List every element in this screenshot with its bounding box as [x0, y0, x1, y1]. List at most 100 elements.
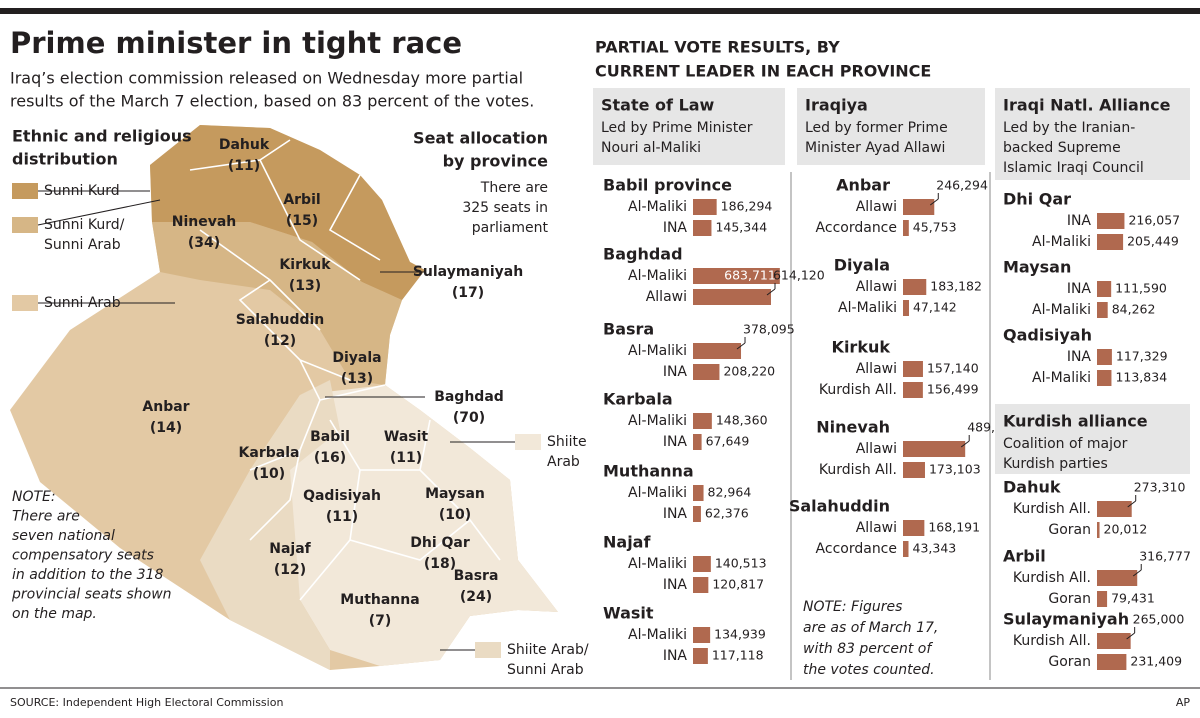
province-name: Baghdad: [434, 389, 504, 405]
value-label: 20,012: [1104, 522, 1148, 537]
group-header: [995, 88, 1190, 180]
province-seats: (70): [453, 410, 485, 426]
row-label: INA: [663, 434, 688, 450]
map-heading: distribution: [12, 150, 118, 169]
row-label: Al-Maliki: [628, 627, 687, 643]
province-heading: Basra: [603, 320, 654, 339]
province-heading: Anbar: [836, 176, 890, 195]
province-name: Maysan: [425, 486, 485, 502]
value-label: 113,834: [1115, 370, 1167, 385]
bar: [693, 648, 708, 664]
row-label: Goran: [1048, 522, 1091, 538]
legend-swatch: [12, 217, 38, 233]
row-label: Kurdish All.: [1013, 501, 1091, 517]
group-name: Iraqiya: [805, 96, 868, 115]
value-label: 614,120: [773, 268, 825, 283]
bar: [1097, 522, 1100, 538]
group-leader: Led by the Iranian-: [1003, 120, 1135, 136]
province-heading: Qadisiyah: [1003, 326, 1092, 345]
group-leader: Minister Ayad Allawi: [805, 140, 945, 156]
value-label: 145,344: [715, 220, 767, 235]
province-name: Basra: [454, 568, 499, 584]
row-label: INA: [663, 364, 688, 380]
province-seats: (13): [289, 278, 321, 294]
bar: [903, 279, 927, 295]
leader-line: [37, 199, 161, 226]
value-label: 157,140: [927, 361, 979, 376]
map-footnote: compensatory seats: [12, 548, 154, 564]
row-label: INA: [663, 506, 688, 522]
map-heading: by province: [443, 152, 549, 171]
province-name: Salahuddin: [236, 312, 325, 328]
province-name: Sulaymaniyah: [413, 264, 523, 280]
value-label: 79,431: [1111, 591, 1155, 606]
row-label: Goran: [1048, 591, 1091, 607]
results-note: the votes counted.: [803, 662, 935, 678]
map-footnote: in addition to the 318: [12, 567, 163, 583]
province-seats: (16): [314, 450, 346, 466]
map-kurd-arab: [152, 222, 402, 385]
value-label: 173,103: [929, 462, 981, 477]
row-label: INA: [663, 648, 688, 664]
legend-swatch: [475, 642, 501, 658]
province-heading: Babil province: [603, 176, 732, 195]
bar: [693, 268, 780, 284]
legend-label: Sunni Kurd/: [44, 217, 125, 233]
province-seats: (10): [439, 507, 471, 523]
value-label: 183,182: [930, 279, 982, 294]
province-heading: Salahuddin: [789, 497, 890, 516]
province-seats: (18): [424, 556, 456, 572]
province-name: Karbala: [239, 445, 300, 461]
group-name: Kurdish alliance: [1003, 412, 1148, 431]
legend-label: Sunni Arab: [44, 295, 121, 311]
value-label: 84,262: [1112, 302, 1156, 317]
value-label: 316,777: [1139, 549, 1191, 564]
bar: [903, 199, 935, 215]
province-seats: (10): [253, 466, 285, 482]
map-shiite-arab: [250, 385, 558, 666]
value-label: 45,753: [913, 220, 957, 235]
province-seats: (12): [264, 333, 296, 349]
leader-line: [929, 198, 939, 206]
value-label: 134,939: [714, 627, 766, 642]
group-header: [995, 404, 1190, 474]
legend-label: Sunni Kurd: [44, 183, 120, 199]
row-label: Al-Maliki: [1032, 234, 1091, 250]
province-seats: (11): [390, 450, 422, 466]
row-label: Al-Maliki: [628, 343, 687, 359]
province-name: Wasit: [384, 429, 429, 445]
map-heading: Ethnic and religious: [12, 127, 192, 146]
province-heading: Sulaymaniyah: [1003, 610, 1129, 629]
value-label: 156,499: [927, 382, 979, 397]
row-label: Kurdish All.: [819, 382, 897, 398]
province-seats: (34): [188, 235, 220, 251]
bar: [693, 556, 711, 572]
value-label: 148,360: [716, 413, 768, 428]
bar: [693, 413, 712, 429]
bar: [693, 220, 712, 236]
group-name: Iraqi Natl. Alliance: [1003, 96, 1171, 115]
province-heading: Maysan: [1003, 258, 1071, 277]
value-label: 168,191: [928, 520, 980, 535]
row-label: Accordance: [816, 220, 897, 236]
row-label: Al-Maliki: [628, 485, 687, 501]
value-label: 140,513: [715, 556, 767, 571]
bar: [1097, 234, 1124, 250]
bar: [1097, 633, 1131, 649]
bar: [693, 434, 702, 450]
top-rule: [0, 8, 1200, 14]
value-label: 43,343: [913, 541, 957, 556]
group-leader: Islamic Iraqi Council: [1003, 160, 1144, 176]
map-footnote: NOTE:: [12, 489, 56, 505]
row-label: Accordance: [816, 541, 897, 557]
province-seats: (13): [341, 371, 373, 387]
legend-label: Sunni Arab: [44, 237, 121, 253]
province-heading: Ninevah: [816, 418, 890, 437]
value-label: 208,220: [723, 364, 775, 379]
legend-label: Shiite Arab/: [507, 642, 589, 658]
results-note: with 83 percent of: [803, 641, 933, 657]
group-leader: Led by former Prime: [805, 120, 948, 136]
province-seats: (11): [326, 509, 358, 525]
bar: [693, 485, 704, 501]
